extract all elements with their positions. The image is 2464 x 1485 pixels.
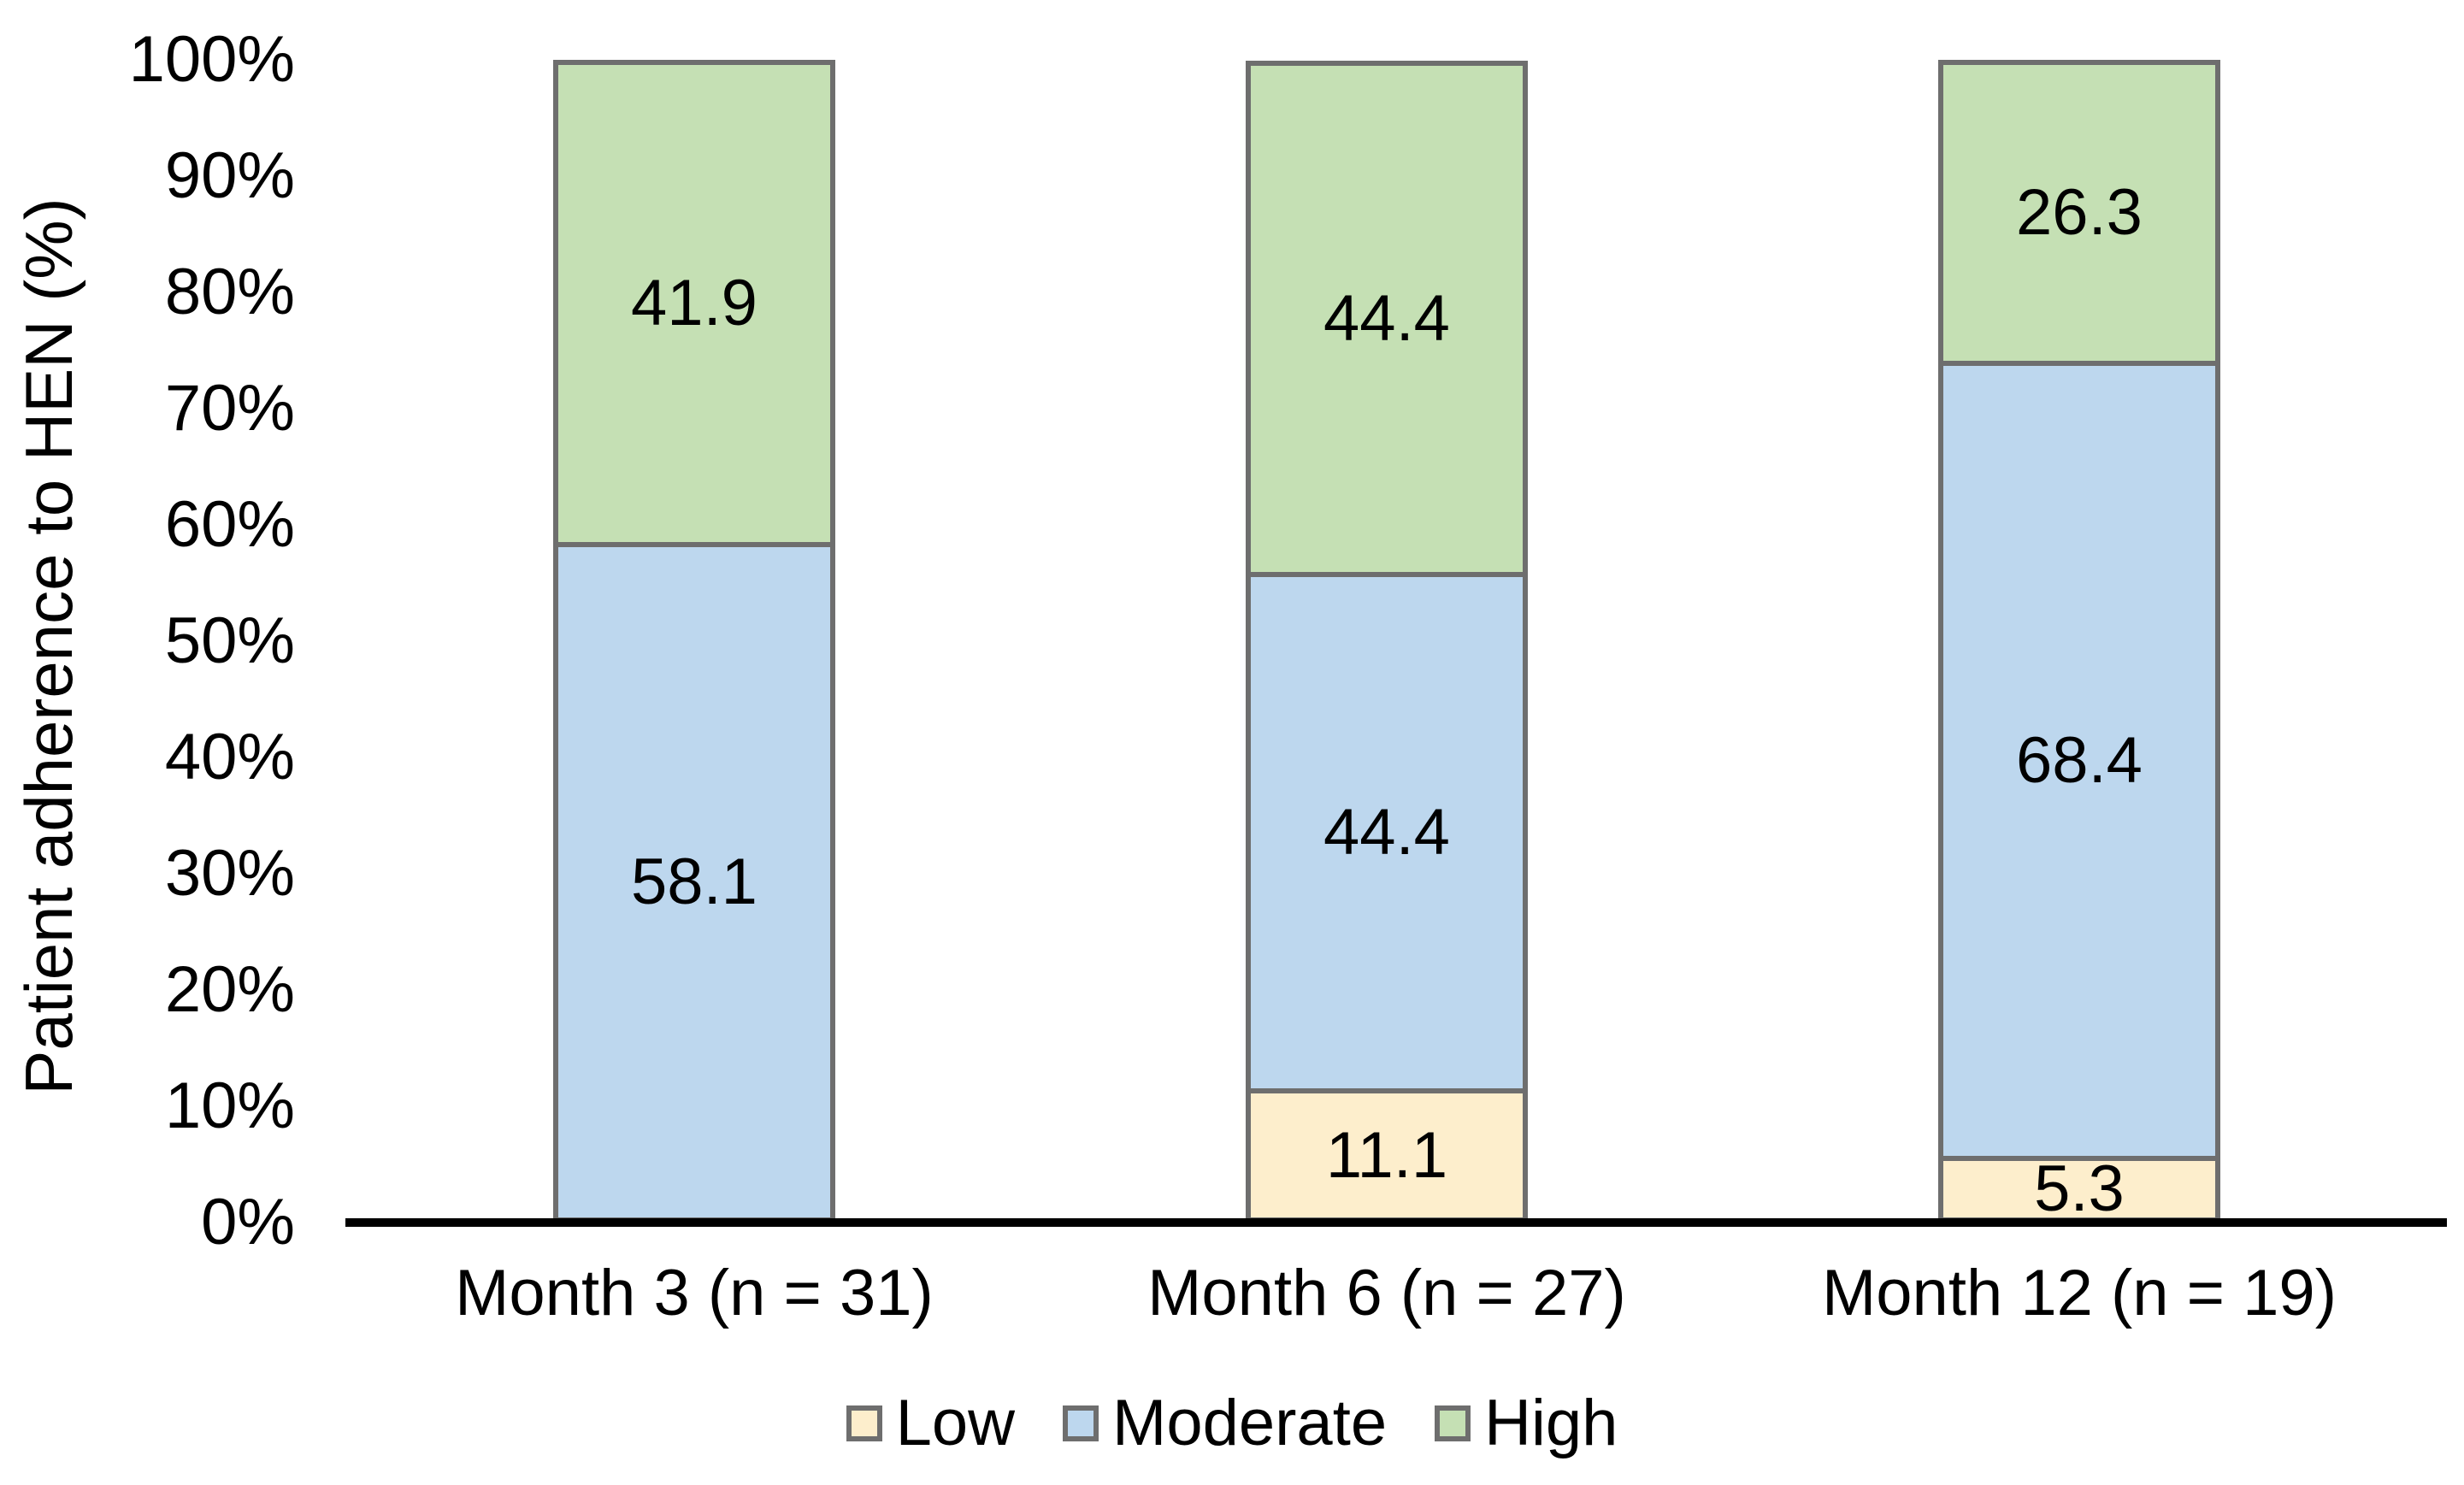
y-tick-label: 70%	[164, 372, 295, 445]
y-tick-label: 90%	[164, 139, 295, 212]
bar-segment: 11.1	[1246, 1088, 1528, 1223]
bar-segment: 5.3	[1938, 1152, 2220, 1225]
bar-segment-label: 41.9	[631, 266, 757, 339]
x-category-label: Month 3 (n = 31)	[455, 1257, 934, 1329]
legend-swatch	[846, 1405, 882, 1441]
x-category-label: Month 12 (n = 19)	[1821, 1257, 2337, 1329]
y-tick-label: 40%	[164, 721, 295, 793]
legend-label: Low	[895, 1387, 1016, 1459]
x-axis-line	[345, 1218, 2447, 1227]
bar-segment-label: 5.3	[2034, 1152, 2125, 1225]
legend-item: Moderate	[1063, 1391, 1387, 1456]
y-tick-label: 60%	[164, 488, 295, 561]
bar-segment-label: 58.1	[631, 845, 757, 918]
bar-segment: 58.1	[553, 541, 835, 1223]
y-tick-label: 0%	[201, 1186, 295, 1258]
x-category-label: Month 6 (n = 27)	[1147, 1257, 1626, 1329]
legend: Low Moderate High	[0, 1385, 2464, 1462]
bar-segment: 26.3	[1938, 60, 2220, 366]
legend-item: Low	[846, 1391, 1015, 1456]
legend-label: High	[1484, 1387, 1618, 1459]
bar-segment: 68.4	[1938, 360, 2220, 1161]
y-tick-label: 80%	[164, 256, 295, 328]
y-tick-label: 50%	[164, 604, 295, 677]
bar: 44.4 44.4 11.1	[1246, 61, 1528, 1223]
y-tick-label: 20%	[164, 953, 295, 1026]
legend-item: High	[1435, 1391, 1618, 1456]
legend-label: Moderate	[1112, 1387, 1388, 1459]
y-tick-label: 10%	[164, 1070, 295, 1142]
bar-segment-label: 44.4	[1323, 282, 1450, 356]
legend-swatch	[1063, 1405, 1099, 1441]
bar-segment: 44.4	[1246, 572, 1528, 1094]
bar-segment-label: 44.4	[1323, 796, 1450, 869]
bar: 41.9 58.1	[553, 60, 835, 1223]
y-tick-label: 100%	[128, 23, 295, 96]
bar-segment-label: 68.4	[2016, 723, 2143, 797]
bar-segment-label: 11.1	[1325, 1118, 1448, 1192]
bar-segment: 44.4	[1246, 61, 1528, 578]
legend-swatch	[1435, 1405, 1471, 1441]
bar-segment-label: 26.3	[2016, 175, 2143, 249]
bar: 26.3 68.4 5.3	[1938, 60, 2220, 1223]
bar-segment: 41.9	[553, 60, 835, 547]
y-tick-label: 30%	[164, 837, 295, 910]
